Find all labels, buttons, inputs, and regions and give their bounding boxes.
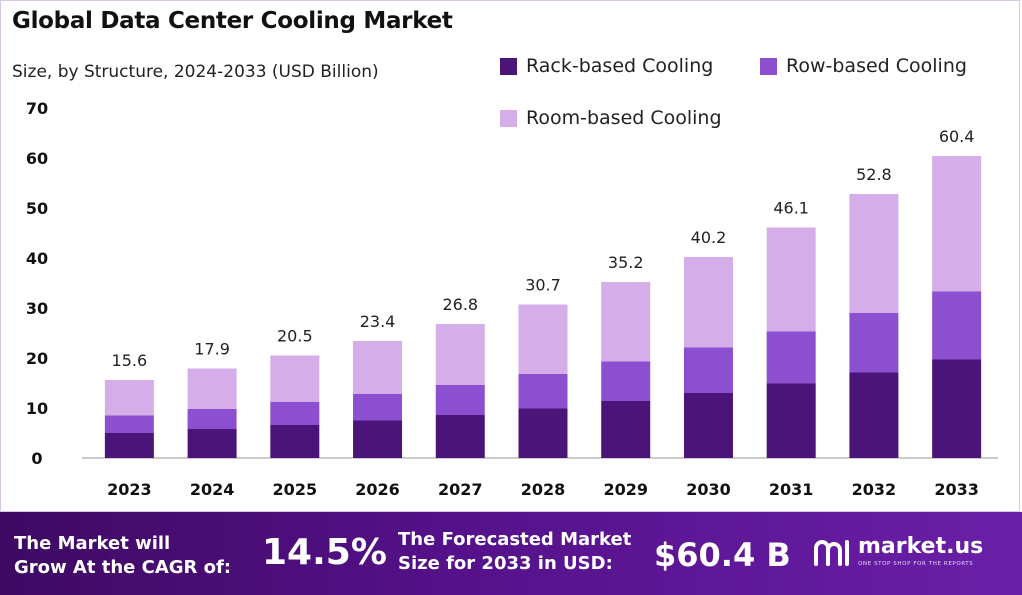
market-us-logo-icon <box>814 540 849 566</box>
bar-segment-room-based-cooling <box>353 341 403 394</box>
bar-segment-rack-based-cooling <box>435 415 485 458</box>
bar-segment-row-based-cooling <box>104 415 154 433</box>
y-tick-label: 20 <box>26 349 48 368</box>
bar-segment-rack-based-cooling <box>270 425 320 458</box>
bar-segment-room-based-cooling <box>435 324 485 385</box>
chart-title: Global Data Center Cooling Market <box>12 8 453 34</box>
bar-segment-row-based-cooling <box>518 374 568 409</box>
chart-subtitle: Size, by Structure, 2024-2033 (USD Billi… <box>12 62 379 82</box>
bar-total-label: 17.9 <box>194 340 230 359</box>
bar-segment-rack-based-cooling <box>849 372 899 458</box>
logo-tagline: ONE STOP SHOP FOR THE REPORTS <box>858 561 974 567</box>
bar-segment-rack-based-cooling <box>353 420 403 458</box>
y-tick-label: 60 <box>26 149 48 168</box>
x-tick-label: 2030 <box>686 480 731 499</box>
bar-segment-room-based-cooling <box>104 380 154 416</box>
y-tick-label: 50 <box>26 199 48 218</box>
bar-segment-rack-based-cooling <box>766 383 816 458</box>
bar-total-label: 46.1 <box>773 199 809 218</box>
bar-segment-row-based-cooling <box>435 385 485 415</box>
bar-segment-rack-based-cooling <box>932 359 982 458</box>
bar-segment-rack-based-cooling <box>104 433 154 458</box>
forecast-label-line2: Size for 2033 in USD: <box>398 553 613 574</box>
legend-item-rack: Rack-based Cooling <box>500 55 713 77</box>
bar-segment-row-based-cooling <box>187 409 237 429</box>
bar-segment-row-based-cooling <box>270 402 320 425</box>
legend-item-room: Room-based Cooling <box>500 107 722 129</box>
bar-segment-rack-based-cooling <box>187 429 237 458</box>
bar-total-label: 15.6 <box>112 351 148 370</box>
bar-segment-room-based-cooling <box>766 227 816 332</box>
bar-segment-room-based-cooling <box>932 156 982 292</box>
legend-label-room: Room-based Cooling <box>526 107 722 129</box>
x-tick-label: 2029 <box>603 480 648 499</box>
bar-segment-room-based-cooling <box>849 194 899 313</box>
bar-segment-room-based-cooling <box>601 282 651 362</box>
legend-swatch-room <box>500 109 517 127</box>
bar-segment-room-based-cooling <box>683 257 733 348</box>
bar-total-label: 30.7 <box>525 276 561 295</box>
x-tick-label: 2028 <box>521 480 566 499</box>
cagr-label-line2: Grow At the CAGR of: <box>14 557 232 578</box>
logo-name: market.us <box>858 534 984 559</box>
bar-total-label: 35.2 <box>608 253 644 272</box>
bar-segment-row-based-cooling <box>932 291 982 360</box>
bar-segment-rack-based-cooling <box>518 408 568 458</box>
bar-segment-rack-based-cooling <box>683 393 733 458</box>
bar-total-label: 52.8 <box>856 165 892 184</box>
x-tick-label: 2026 <box>355 480 400 499</box>
cagr-label-line1: The Market will <box>14 533 171 554</box>
legend-swatch-rack <box>500 57 517 75</box>
x-tick-label: 2025 <box>273 480 318 499</box>
y-tick-label: 0 <box>31 449 42 468</box>
bar-segment-row-based-cooling <box>601 361 651 401</box>
bar-total-label: 20.5 <box>277 327 313 346</box>
x-tick-label: 2033 <box>934 480 979 499</box>
bar-segment-row-based-cooling <box>353 394 403 421</box>
forecast-label-line1: The Forecasted Market <box>398 529 632 550</box>
bar-segment-rack-based-cooling <box>601 401 651 458</box>
footer-banner: The Market will Grow At the CAGR of: 14.… <box>0 512 1022 595</box>
bar-total-label: 60.4 <box>939 127 975 146</box>
x-tick-label: 2027 <box>438 480 483 499</box>
y-tick-label: 40 <box>26 249 48 268</box>
stacked-bar-chart: 01020304050607015.6202317.9202420.520252… <box>26 99 998 499</box>
bar-total-label: 26.8 <box>442 295 478 314</box>
bar-total-label: 23.4 <box>360 312 396 331</box>
bar-segment-room-based-cooling <box>518 304 568 374</box>
legend-label-rack: Rack-based Cooling <box>526 55 714 77</box>
bar-segment-row-based-cooling <box>683 347 733 393</box>
x-tick-label: 2023 <box>107 480 152 499</box>
y-tick-label: 10 <box>26 399 48 418</box>
bar-segment-row-based-cooling <box>766 331 816 384</box>
bar-segment-row-based-cooling <box>849 313 899 373</box>
legend-label-row: Row-based Cooling <box>786 55 967 77</box>
y-tick-label: 30 <box>26 299 48 318</box>
forecast-value: $60.4 B <box>654 536 791 574</box>
bar-total-label: 40.2 <box>691 228 727 247</box>
cagr-value: 14.5% <box>262 532 387 573</box>
legend-swatch-row <box>760 57 777 75</box>
bar-segment-room-based-cooling <box>270 355 320 402</box>
x-tick-label: 2024 <box>190 480 235 499</box>
bar-segment-room-based-cooling <box>187 368 237 409</box>
x-tick-label: 2031 <box>769 480 814 499</box>
legend-item-row: Row-based Cooling <box>760 55 967 77</box>
x-tick-label: 2032 <box>852 480 897 499</box>
y-tick-label: 70 <box>26 99 48 118</box>
